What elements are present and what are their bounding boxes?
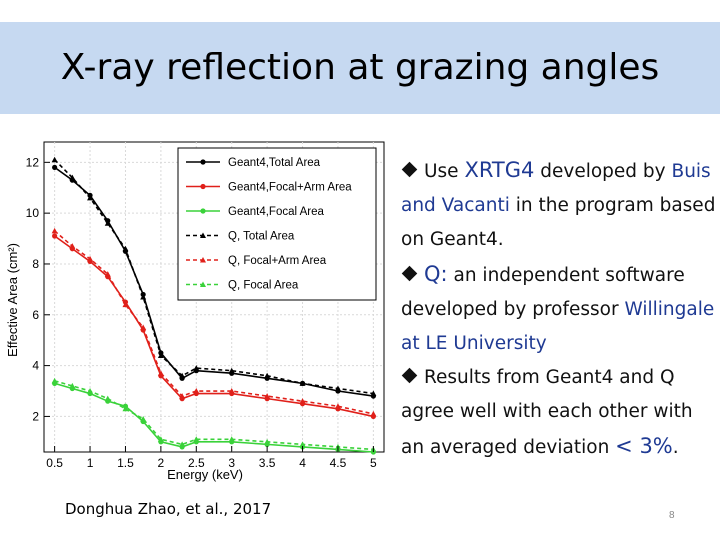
data-point-q-total-area: [157, 352, 164, 358]
citation: Donghua Zhao, et al., 2017: [65, 500, 272, 518]
data-point-q-total-area: [193, 365, 200, 371]
data-point-q-focal-arm-area: [140, 324, 147, 330]
x-tick-label: 1.5: [117, 456, 134, 470]
data-point-q-focal-area: [104, 395, 111, 402]
bullet-results: Results from Geant4 and Q agree well wit…: [401, 367, 693, 458]
data-point-q-total-area: [299, 380, 306, 386]
x-tick-label: 3: [228, 456, 235, 470]
data-point-q-focal-area: [228, 436, 235, 442]
data-point-q-focal-arm-area: [299, 398, 306, 404]
data-point-q-focal-arm-area: [179, 393, 186, 399]
data-point-q-total-area: [122, 245, 129, 252]
x-axis-label: Energy (keV): [167, 467, 243, 482]
data-point-q-focal-arm-area: [264, 393, 271, 399]
data-point-q-focal-area: [299, 441, 306, 447]
ticks: 0.5 1 1.5 2 2.5 3 3.5 4 4.5 5 2 4 6 8 10 12: [26, 155, 377, 470]
data-point-q-total-area: [228, 367, 235, 374]
data-point-q-focal-area: [87, 388, 94, 394]
x-tick-label: 2.5: [188, 456, 205, 470]
data-point-q-total-area: [69, 174, 76, 181]
effective-area-chart: Geant4,Total Area Geant4,Focal+Arm Area Ge…: [5, 141, 385, 482]
diamond-bullet-icon: [401, 265, 418, 282]
x-tick-label: 4: [299, 456, 306, 470]
bullet-list: Use XRTG4 developed by Buis and Vacanti …: [401, 153, 716, 465]
data-point-q-total-area: [264, 372, 271, 379]
y-tick-label: 2: [32, 409, 39, 423]
diamond-bullet-icon: [401, 367, 418, 384]
data-point-q-focal-arm-area: [370, 410, 377, 417]
page-number: 8: [669, 510, 675, 521]
data-point-q-focal-arm-area: [104, 271, 111, 277]
x-tick-label: 2: [158, 456, 165, 470]
legend-label: Geant4,Total Area: [228, 157, 321, 169]
data-point-q-focal-arm-area: [69, 243, 76, 249]
data-point-q-focal-arm-area: [157, 370, 164, 376]
series-line-q-focal-area: [54, 380, 374, 451]
y-axis-label: Effective Area (cm²): [5, 243, 20, 357]
series-line-q-total-area: [54, 159, 374, 395]
x-tick-label: 1: [87, 456, 94, 470]
data-point-q-total-area: [179, 372, 186, 379]
legend-label: Geant4,Focal Area: [228, 206, 324, 218]
data-point-q-total-area: [51, 156, 58, 163]
legend-label: Q, Focal Area: [228, 280, 299, 292]
legend-marker: [200, 281, 206, 287]
y-tick-label: 10: [26, 206, 40, 220]
data-point-q-focal-arm-area: [51, 227, 58, 234]
legend-label: Q, Focal+Arm Area: [228, 255, 327, 267]
data-point-q-focal-area: [51, 377, 58, 384]
title-bar: [0, 22, 720, 114]
data-point-q-total-area: [104, 220, 111, 226]
data-point-q-focal-arm-area: [122, 301, 129, 308]
data-point-q-focal-area: [179, 441, 186, 447]
x-tick-label: 0.5: [46, 456, 63, 470]
legend-label: Q, Total Area: [228, 231, 295, 243]
data-point-q-total-area: [140, 294, 147, 300]
legend-label: Geant4,Focal+Arm Area: [228, 182, 352, 194]
x-tick-label: 3.5: [259, 456, 276, 470]
data-point-q-focal-arm-area: [87, 255, 94, 262]
x-tick-label: 4.5: [330, 456, 347, 470]
data-point-q-focal-arm-area: [193, 388, 200, 394]
legend-marker: [200, 183, 206, 190]
data-point-q-focal-area: [122, 405, 129, 412]
data-point-q-focal-area: [193, 436, 200, 442]
data-point-geant4-total-area: [52, 164, 58, 171]
series-line-geant4-focal-arm-area: [54, 235, 374, 418]
data-point-q-focal-area: [264, 438, 271, 445]
y-tick-label: 8: [32, 257, 39, 271]
y-tick-label: 12: [26, 155, 40, 169]
data-point-q-focal-arm-area: [228, 388, 235, 394]
y-tick-label: 6: [32, 308, 39, 322]
slide-title: X-ray reflection at grazing angles: [60, 47, 660, 88]
bullet-q-software: Q: an independent software developed by …: [401, 262, 715, 354]
series-line-q-focal-arm-area: [54, 230, 374, 415]
legend-box: [177, 147, 377, 301]
y-tick-label: 4: [32, 359, 39, 373]
data-point-geant4-focal-arm-area: [52, 233, 58, 239]
series-group: [51, 156, 377, 455]
bullet-xrtg4: Use XRTG4 developed by Buis and Vacanti …: [401, 158, 716, 250]
data-point-q-focal-arm-area: [334, 403, 341, 409]
data-point-q-total-area: [87, 194, 94, 201]
data-point-q-total-area: [334, 385, 341, 391]
data-point-q-focal-area: [69, 382, 76, 389]
data-point-q-focal-area: [157, 436, 164, 442]
legend-marker: [200, 232, 206, 238]
legend-marker: [200, 208, 206, 214]
series-line-geant4-focal-area: [54, 382, 374, 453]
legend-marker: [200, 159, 206, 165]
diamond-bullet-icon: [401, 161, 418, 178]
legend-marker: [200, 257, 206, 263]
data-point-q-focal-area: [140, 415, 147, 422]
x-tick-label: 5: [370, 456, 377, 470]
data-point-q-total-area: [370, 390, 377, 397]
legend: Geant4,Total Area Geant4,Focal+Arm Area Ge…: [177, 147, 377, 301]
